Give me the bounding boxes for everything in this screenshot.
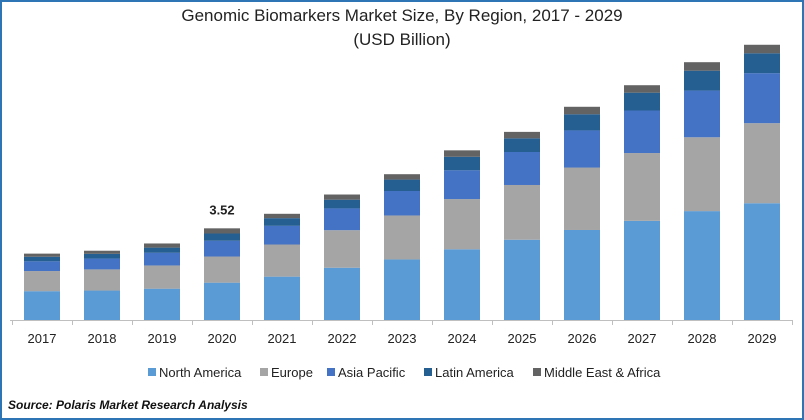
- bar-2027-latin-america: [624, 92, 660, 111]
- bar-2026-north-america: [564, 229, 600, 320]
- bar-2027-north-america: [624, 220, 660, 320]
- bar-2029-middle-east-africa: [744, 44, 780, 54]
- bar-2019-middle-east-africa: [144, 243, 180, 248]
- bar-2029-europe: [744, 123, 780, 204]
- bar-2020-latin-america: [204, 233, 240, 241]
- x-tick-label: 2024: [448, 331, 477, 346]
- x-tick-label: 2027: [628, 331, 657, 346]
- bar-2022-middle-east-africa: [324, 194, 360, 200]
- bar-2025-latin-america: [504, 138, 540, 152]
- bar-2024-middle-east-africa: [444, 150, 480, 157]
- bar-2021-middle-east-africa: [264, 213, 300, 219]
- bar-2020-europe: [204, 256, 240, 283]
- bar-2028-latin-america: [684, 70, 720, 91]
- bar-2024-latin-america: [444, 156, 480, 171]
- chart-title: Genomic Biomarkers Market Size, By Regio…: [181, 6, 623, 25]
- bar-2017-europe: [24, 271, 60, 292]
- bar-2025-europe: [504, 184, 540, 240]
- legend-swatch-europe: [260, 368, 268, 376]
- x-tick-label: 2025: [508, 331, 537, 346]
- bar-2024-asia-pacific: [444, 170, 480, 200]
- bar-2022-europe: [324, 230, 360, 268]
- bar-2018-north-america: [84, 290, 120, 320]
- legend-label: North America: [159, 365, 242, 380]
- bar-2024-north-america: [444, 249, 480, 320]
- bar-2028-europe: [684, 137, 720, 212]
- legend-label: Latin America: [435, 365, 515, 380]
- bar-2020-north-america: [204, 282, 240, 320]
- bar-2021-north-america: [264, 276, 300, 320]
- bar-2017-middle-east-africa: [24, 253, 60, 257]
- legend-label: Asia Pacific: [338, 365, 406, 380]
- bar-2026-asia-pacific: [564, 130, 600, 168]
- legend-label: Middle East & Africa: [544, 365, 661, 380]
- bar-2027-europe: [624, 153, 660, 221]
- bar-2018-latin-america: [84, 253, 120, 259]
- bar-2019-latin-america: [144, 247, 180, 253]
- x-tick-label: 2022: [328, 331, 357, 346]
- bar-2023-asia-pacific: [384, 190, 420, 216]
- bar-2029-north-america: [744, 203, 780, 320]
- bar-2029-asia-pacific: [744, 73, 780, 124]
- bar-2023-north-america: [384, 259, 420, 320]
- bar-2019-asia-pacific: [144, 252, 180, 266]
- bar-2018-europe: [84, 269, 120, 291]
- bar-2022-latin-america: [324, 199, 360, 209]
- legend-swatch-latin-america: [424, 368, 432, 376]
- bar-2017-latin-america: [24, 256, 60, 262]
- x-tick-label: 2026: [568, 331, 597, 346]
- bar-2029-latin-america: [744, 53, 780, 74]
- bar-2019-europe: [144, 265, 180, 289]
- bar-2021-asia-pacific: [264, 225, 300, 245]
- legend-swatch-asia-pacific: [327, 368, 335, 376]
- bar-2027-middle-east-africa: [624, 85, 660, 93]
- data-label-2020: 3.52: [209, 202, 234, 217]
- bar-2019-north-america: [144, 288, 180, 320]
- bar-2020-asia-pacific: [204, 240, 240, 257]
- source-note: Source: Polaris Market Research Analysis: [8, 398, 248, 412]
- x-tick-label: 2023: [388, 331, 417, 346]
- x-tick-label: 2021: [268, 331, 297, 346]
- legend-swatch-north-america: [148, 368, 156, 376]
- bar-2018-asia-pacific: [84, 258, 120, 270]
- bar-2026-middle-east-africa: [564, 106, 600, 115]
- bar-2022-asia-pacific: [324, 208, 360, 231]
- legend-label: Europe: [271, 365, 313, 380]
- x-tick-label: 2029: [748, 331, 777, 346]
- bar-2025-middle-east-africa: [504, 131, 540, 139]
- legend-swatch-middle-east-africa: [533, 368, 541, 376]
- chart-subtitle: (USD Billion): [353, 30, 451, 49]
- bar-2018-middle-east-africa: [84, 250, 120, 254]
- bar-2023-latin-america: [384, 179, 420, 191]
- bar-2022-north-america: [324, 267, 360, 320]
- bar-2017-north-america: [24, 291, 60, 320]
- bar-2025-asia-pacific: [504, 152, 540, 185]
- bar-2028-north-america: [684, 211, 720, 320]
- bar-2028-middle-east-africa: [684, 62, 720, 71]
- x-tick-label: 2018: [88, 331, 117, 346]
- x-tick-label: 2019: [148, 331, 177, 346]
- bar-2023-europe: [384, 215, 420, 260]
- x-tick-label: 2020: [208, 331, 237, 346]
- x-tick-label: 2017: [28, 331, 57, 346]
- bar-2027-asia-pacific: [624, 110, 660, 154]
- bar-2025-north-america: [504, 239, 540, 320]
- bar-2023-middle-east-africa: [384, 174, 420, 180]
- x-tick-label: 2028: [688, 331, 717, 346]
- bar-2028-asia-pacific: [684, 90, 720, 138]
- bar-2020-middle-east-africa: [204, 228, 240, 234]
- bar-2026-europe: [564, 167, 600, 230]
- bar-2024-europe: [444, 199, 480, 250]
- bar-2021-europe: [264, 244, 300, 277]
- bar-2017-asia-pacific: [24, 261, 60, 272]
- bar-2026-latin-america: [564, 114, 600, 131]
- bar-2021-latin-america: [264, 218, 300, 226]
